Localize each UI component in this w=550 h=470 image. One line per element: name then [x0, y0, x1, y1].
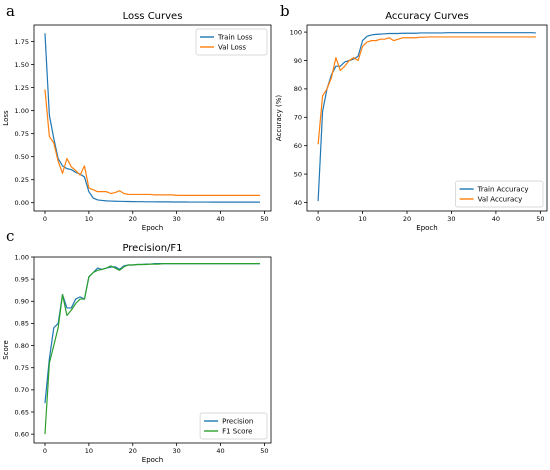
chart-title: Precision/F1 [122, 243, 182, 254]
panel-letter-c: c [6, 227, 14, 245]
y-axis-label: Score [2, 340, 10, 360]
y-tick-label: 0.85 [15, 320, 29, 328]
y-tick-label: 50 [294, 170, 302, 178]
legend-box [455, 180, 544, 208]
y-tick-label: 0.90 [15, 298, 29, 306]
y-tick-label: 0.75 [15, 130, 29, 138]
legend-box [195, 28, 268, 56]
x-tick-label: 20 [129, 447, 137, 455]
x-tick-label: 20 [403, 215, 411, 223]
legend-label: Train Loss [217, 34, 253, 42]
y-tick-label: 0.95 [15, 275, 29, 283]
plot-frame [33, 24, 272, 212]
y-tick-label: 0.60 [15, 430, 29, 438]
y-tick-label: 1.50 [15, 61, 29, 69]
x-tick-label: 20 [129, 215, 137, 223]
y-tick-label: 40 [294, 199, 302, 207]
panel-accuracy-curves: b Accuracy Curves 0 10 20 30 40 50 40 50 60 70 80 90 1… [275, 2, 548, 232]
y-tick-label: 0.75 [15, 364, 29, 372]
x-tick-label: 0 [43, 447, 47, 455]
plot-frame [33, 256, 272, 444]
series-line-train-loss [44, 33, 261, 203]
legend: Train Loss Val Loss [195, 28, 268, 56]
y-axis-label: Accuracy (%) [275, 95, 283, 142]
y-tick-label: 1.00 [15, 107, 29, 115]
x-tick-label: 40 [492, 215, 500, 223]
panel-letter-b: b [280, 2, 290, 20]
series-line-val-accuracy [317, 36, 536, 145]
y-tick-label: 100 [290, 28, 302, 36]
plot-frame [306, 24, 548, 212]
panel-loss-curves: a Loss Curves 0 10 20 30 40 50 0.00 0.25 0.50 0.75 1… [2, 2, 272, 232]
x-tick-label: 30 [172, 215, 180, 223]
legend-label: Train Accuracy [477, 186, 529, 194]
x-tick-label: 30 [447, 215, 455, 223]
x-tick-label: 30 [172, 447, 180, 455]
x-tick-label: 10 [85, 447, 93, 455]
chart-title: Loss Curves [123, 11, 183, 22]
legend: Train Accuracy Val Accuracy [455, 180, 544, 208]
y-tick-label: 1.00 [15, 253, 29, 261]
y-tick-label: 0.70 [15, 386, 29, 394]
x-tick-label: 50 [260, 447, 268, 455]
series-line-f1-score [44, 263, 261, 435]
y-tick-label: 1.25 [15, 84, 29, 92]
series-line-val-loss [44, 89, 261, 196]
legend-label: F1 Score [222, 428, 252, 436]
panel-precision-f1: c Precision/F1 0 10 20 30 40 50 0.60 0.65 0.70 0.75… [2, 227, 272, 464]
legend-label: Val Accuracy [478, 196, 523, 204]
x-tick-label: 50 [536, 215, 544, 223]
y-tick-label: 0.80 [15, 342, 29, 350]
legend: Precision F1 Score [199, 412, 268, 440]
x-tick-label: 10 [358, 215, 366, 223]
legend-label: Precision [222, 418, 253, 426]
series-line-train-accuracy [317, 32, 536, 202]
x-tick-label: 0 [43, 215, 47, 223]
legend-box [199, 412, 268, 440]
x-tick-label: 10 [85, 215, 93, 223]
y-axis-label: Loss [2, 110, 10, 126]
x-tick-label: 40 [216, 215, 224, 223]
y-tick-label: 80 [294, 85, 302, 93]
x-tick-label: 50 [260, 215, 268, 223]
y-tick-label: 90 [294, 57, 302, 65]
x-tick-label: 40 [216, 447, 224, 455]
y-tick-label: 60 [294, 142, 302, 150]
panel-letter-a: a [6, 2, 15, 20]
chart-title: Accuracy Curves [385, 11, 469, 22]
y-tick-label: 0.65 [15, 408, 29, 416]
x-axis-label: Epoch [142, 224, 163, 232]
y-tick-label: 70 [294, 114, 302, 122]
y-tick-label: 0.25 [15, 176, 29, 184]
y-tick-label: 0.50 [15, 153, 29, 161]
y-tick-label: 0.00 [15, 199, 29, 207]
legend-label: Val Loss [218, 44, 246, 52]
x-axis-label: Epoch [142, 456, 163, 464]
x-tick-label: 0 [316, 215, 320, 223]
series-line-precision [44, 263, 261, 404]
x-axis-label: Epoch [416, 224, 437, 232]
y-tick-label: 1.75 [15, 38, 29, 46]
